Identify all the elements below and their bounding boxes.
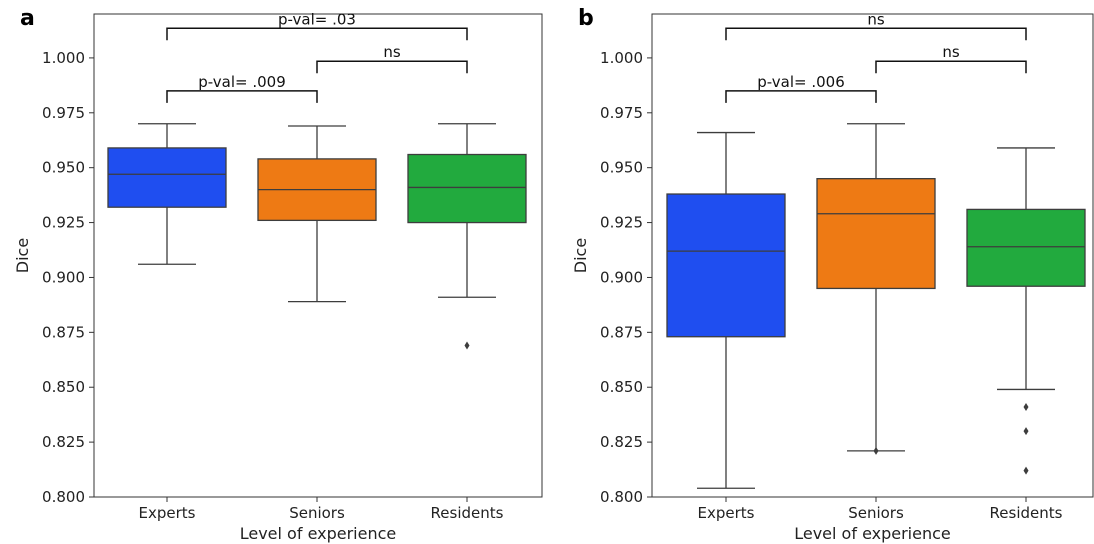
plot-frame xyxy=(651,13,1094,498)
y-tick-label: 0.900 xyxy=(42,268,85,286)
box-residents xyxy=(407,123,527,350)
y-axis-label: Dice xyxy=(571,238,590,273)
outlier-point xyxy=(464,341,470,350)
significance-bracket: p-val= .009 xyxy=(166,73,318,103)
y-tick-label: 0.975 xyxy=(42,104,85,122)
bracket-line xyxy=(875,60,1027,74)
y-tick-label: 0.925 xyxy=(42,214,85,232)
x-tick-label: Experts xyxy=(139,504,196,522)
outlier-point xyxy=(873,446,879,455)
panel-a: a 0.800 0.825 0.850 0.875 0.900 0.925 0.950 0.97… xyxy=(13,6,543,543)
x-axis-label: Level of experience xyxy=(240,524,397,543)
box-iqr xyxy=(816,178,936,290)
bracket-line xyxy=(725,90,877,103)
outlier-point xyxy=(1023,427,1029,436)
x-tick-label: Residents xyxy=(431,504,504,522)
panel-b: b 0.800 0.825 0.850 0.875 0.900 0.925 0.950 0.97… xyxy=(571,6,1094,543)
box-experts xyxy=(107,123,227,265)
bracket-label: ns xyxy=(942,43,960,61)
y-tick-label: 0.900 xyxy=(600,268,643,286)
bracket-line xyxy=(316,60,468,74)
box-residents xyxy=(966,147,1086,475)
significance-bracket: ns xyxy=(875,43,1027,74)
panel-letter: b xyxy=(578,6,594,31)
y-tick-label: 1.000 xyxy=(42,49,85,67)
y-tick-label: 0.825 xyxy=(42,433,85,451)
y-tick-label: 0.800 xyxy=(600,488,643,506)
box-iqr xyxy=(407,153,527,224)
bracket-label: ns xyxy=(867,10,885,28)
y-tick-label: 0.950 xyxy=(42,159,85,177)
bracket-line xyxy=(725,27,1027,41)
y-tick-label: 0.825 xyxy=(600,433,643,451)
bracket-line xyxy=(166,90,318,103)
significance-bracket: p-val= .006 xyxy=(725,73,877,103)
bracket-label: ns xyxy=(383,43,401,61)
significance-bracket: ns xyxy=(725,10,1027,41)
box-iqr xyxy=(966,208,1086,287)
bracket-label: p-val= .03 xyxy=(278,10,356,28)
y-tick-label: 1.000 xyxy=(600,49,643,67)
bracket-label: p-val= .006 xyxy=(757,73,845,91)
bracket-line xyxy=(166,27,468,41)
box-seniors xyxy=(257,125,377,303)
outlier-point xyxy=(1023,466,1029,475)
bracket-label: p-val= .009 xyxy=(198,73,286,91)
y-tick-label: 0.975 xyxy=(600,104,643,122)
outlier-point xyxy=(1023,402,1029,411)
x-tick-label: Seniors xyxy=(848,504,904,522)
y-tick-label: 0.875 xyxy=(42,323,85,341)
significance-bracket: ns xyxy=(316,43,468,74)
y-tick-label: 0.875 xyxy=(600,323,643,341)
plot-frame xyxy=(93,13,543,498)
box-experts xyxy=(666,131,786,489)
y-tick-label: 0.800 xyxy=(42,488,85,506)
x-tick-label: Residents xyxy=(990,504,1063,522)
panel-letter: a xyxy=(20,6,35,31)
y-tick-label: 0.950 xyxy=(600,159,643,177)
y-tick-label: 0.850 xyxy=(42,378,85,396)
x-tick-label: Experts xyxy=(698,504,755,522)
significance-bracket: p-val= .03 xyxy=(166,10,468,41)
x-axis-label: Level of experience xyxy=(794,524,951,543)
box-iqr xyxy=(107,147,227,208)
y-tick-label: 0.850 xyxy=(600,378,643,396)
x-tick-label: Seniors xyxy=(289,504,345,522)
box-seniors xyxy=(816,123,936,455)
y-axis-label: Dice xyxy=(13,238,32,273)
y-tick-label: 0.925 xyxy=(600,214,643,232)
box-iqr xyxy=(666,193,786,338)
